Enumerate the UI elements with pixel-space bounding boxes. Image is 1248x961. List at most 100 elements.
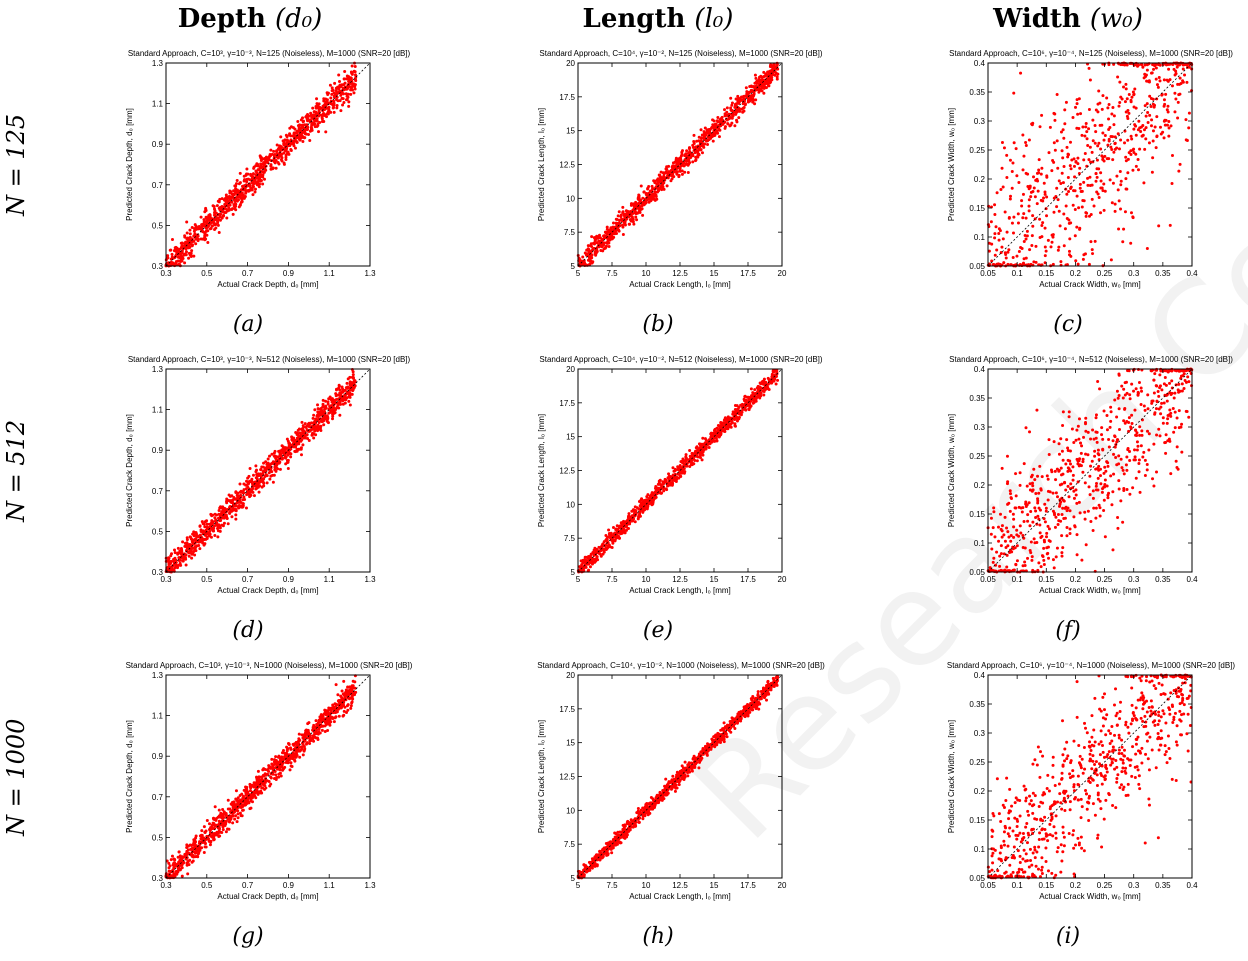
data-point xyxy=(1005,257,1008,260)
data-point xyxy=(1133,106,1136,109)
data-point xyxy=(1005,154,1008,157)
data-point xyxy=(1095,167,1098,170)
data-point xyxy=(1040,114,1043,117)
data-point xyxy=(352,388,355,391)
data-point xyxy=(595,251,598,254)
data-point xyxy=(299,129,302,132)
data-point xyxy=(192,255,195,258)
data-point xyxy=(283,140,286,143)
data-point xyxy=(1035,261,1038,264)
data-point xyxy=(729,124,732,127)
data-point xyxy=(204,520,207,523)
y-tick-label: 0.2 xyxy=(974,175,986,184)
data-point xyxy=(711,434,714,437)
data-point xyxy=(213,228,216,231)
data-point xyxy=(1098,102,1101,105)
data-point xyxy=(745,95,748,98)
data-point xyxy=(667,176,670,179)
data-point xyxy=(231,507,234,510)
data-point xyxy=(315,97,318,100)
data-point xyxy=(1009,159,1012,162)
data-point xyxy=(1095,172,1098,175)
data-point xyxy=(703,130,706,133)
y-tick-label: 0.5 xyxy=(152,527,164,536)
data-point xyxy=(1051,234,1054,237)
data-point xyxy=(317,130,320,133)
data-point xyxy=(1097,89,1100,92)
data-point xyxy=(262,164,265,167)
data-point xyxy=(618,222,621,225)
data-point xyxy=(1150,118,1153,121)
data-point xyxy=(272,150,275,153)
data-point xyxy=(1099,148,1102,151)
data-point xyxy=(1028,209,1031,212)
data-point xyxy=(1111,158,1114,161)
data-point xyxy=(230,515,233,518)
y-tick-label: 7.5 xyxy=(564,534,576,543)
data-point xyxy=(605,548,608,551)
data-point xyxy=(1163,119,1166,122)
data-point xyxy=(310,126,313,129)
data-point xyxy=(254,191,257,194)
data-point xyxy=(993,236,996,239)
data-point xyxy=(349,88,352,91)
data-point xyxy=(1069,187,1072,190)
data-point xyxy=(1096,159,1099,162)
data-point xyxy=(1089,146,1092,149)
data-point xyxy=(1146,247,1149,250)
data-point xyxy=(1141,135,1144,138)
data-point xyxy=(316,124,319,127)
data-point xyxy=(235,508,238,511)
data-point xyxy=(1125,159,1128,162)
reference-line xyxy=(166,369,370,572)
data-point xyxy=(1093,205,1096,208)
data-point xyxy=(332,106,335,109)
chart-title: Standard Approach, C=10⁶, γ=10⁻⁴, N=512 … xyxy=(949,355,1233,364)
data-point xyxy=(1037,171,1040,174)
data-point xyxy=(1012,256,1015,259)
data-point xyxy=(1159,79,1162,82)
data-point xyxy=(671,466,674,469)
data-point xyxy=(205,209,208,212)
data-point xyxy=(764,387,767,390)
data-point xyxy=(1164,124,1167,127)
data-point xyxy=(1094,124,1097,127)
data-point xyxy=(320,407,323,410)
data-point xyxy=(276,467,279,470)
column-header-length: Length (l₀) xyxy=(508,4,808,34)
y-tick-label: 0.35 xyxy=(969,88,985,97)
data-point xyxy=(640,497,643,500)
data-point xyxy=(1040,224,1043,227)
data-point xyxy=(587,249,590,252)
data-point xyxy=(612,526,615,529)
data-point xyxy=(1006,231,1009,234)
data-point xyxy=(183,234,186,237)
data-point xyxy=(1146,102,1149,105)
data-point xyxy=(1057,246,1060,249)
data-point xyxy=(674,166,677,169)
data-point xyxy=(1009,198,1012,201)
data-point xyxy=(1129,149,1132,152)
data-point xyxy=(195,544,198,547)
data-point xyxy=(352,91,355,94)
data-point xyxy=(342,403,345,406)
data-point xyxy=(651,187,654,190)
x-tick-label: 17.5 xyxy=(740,269,756,278)
data-point xyxy=(324,400,327,403)
data-point xyxy=(592,557,595,560)
data-point xyxy=(1119,139,1122,142)
y-tick-label: 17.5 xyxy=(559,93,575,102)
data-point xyxy=(1094,142,1097,145)
data-point xyxy=(1030,244,1033,247)
data-point xyxy=(733,424,736,427)
data-point xyxy=(1017,181,1020,184)
data-point xyxy=(269,149,272,152)
data-point xyxy=(1155,135,1158,138)
data-point xyxy=(1075,429,1078,432)
data-point xyxy=(769,64,772,67)
data-point xyxy=(178,550,181,553)
data-point xyxy=(1159,126,1162,129)
data-point xyxy=(1151,156,1154,159)
data-point xyxy=(1018,250,1021,253)
data-point xyxy=(347,100,350,103)
